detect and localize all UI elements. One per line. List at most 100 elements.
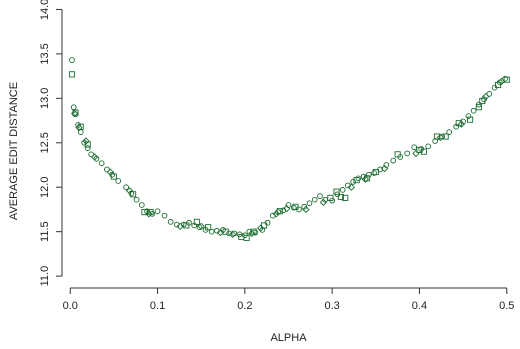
axes (61, 9, 507, 289)
data-point-square (467, 116, 474, 123)
x-tick-label: 0.4 (412, 300, 427, 312)
data-point-diamond (75, 124, 83, 132)
data-point-diamond (145, 210, 153, 218)
data-point-diamond (176, 222, 184, 230)
data-point-diamond (457, 120, 465, 128)
y-tick-label: 14.0 (39, 0, 51, 20)
data-point-circle (252, 229, 259, 236)
data-point-square (243, 234, 250, 241)
data-point-diamond (216, 228, 225, 237)
data-point-square (110, 173, 117, 180)
x-axis-title: ALPHA (270, 332, 307, 344)
data-point-circle (502, 75, 508, 82)
data-point-diamond (106, 168, 115, 176)
data-point-square (420, 148, 427, 155)
data-point-square (130, 191, 137, 198)
data-point-square (503, 76, 510, 83)
x-tick-label: 0.2 (237, 300, 252, 312)
data-point-circle (446, 129, 452, 135)
data-point-circle (84, 145, 91, 151)
data-point-circle (465, 113, 472, 119)
data-point-square (416, 146, 423, 153)
data-point-square (394, 151, 401, 158)
data-point-circle (486, 91, 493, 97)
data-point-diamond (412, 149, 420, 158)
data-point-square (327, 194, 334, 201)
data-point-square (433, 133, 440, 140)
data-point-diamond (283, 204, 291, 213)
data-point-circle (432, 138, 439, 144)
y-tick-label: 12.5 (39, 132, 51, 153)
data-point-square (479, 97, 486, 105)
data-point-circle (339, 187, 346, 193)
data-point-circle (138, 202, 145, 208)
x-tick-label: 0.3 (325, 300, 340, 312)
data-point-diamond (361, 175, 369, 183)
data-point-diamond (497, 77, 506, 86)
data-point-circle (390, 157, 397, 164)
data-point-circle (290, 204, 297, 211)
x-tick-label: 0.1 (150, 300, 165, 312)
x-tick-label: 0.5 (499, 300, 514, 312)
data-point-square (292, 203, 299, 210)
data-point-circle (70, 104, 77, 111)
data-point-circle (167, 219, 174, 225)
data-point-diamond (82, 137, 90, 145)
data-point-square (68, 71, 76, 78)
data-point-diamond (482, 92, 490, 101)
y-axis-title: AVERAGE EDIT DISTANCE (8, 82, 20, 220)
data-point-circle (123, 184, 129, 191)
data-point-diamond (436, 133, 445, 142)
data-point-circle (208, 228, 215, 235)
data-point-square (475, 104, 482, 111)
y-tick-label: 13.0 (39, 88, 51, 109)
data-point-circle (411, 144, 418, 151)
data-point-circle (371, 170, 377, 176)
data-point-square (337, 193, 344, 201)
x-tick-label: 0.0 (63, 300, 78, 312)
data-point-square (342, 194, 349, 201)
data-point-circle (470, 107, 477, 114)
data-point-diamond (228, 230, 237, 238)
data-point-square (205, 224, 212, 231)
data-point-square (333, 188, 340, 195)
data-point-circle (365, 171, 372, 178)
data-point-circle (88, 151, 95, 158)
data-point-circle (154, 208, 161, 215)
data-point-diamond (272, 210, 280, 218)
data-point-circle (115, 178, 122, 184)
data-point-square (193, 218, 200, 225)
data-point-diamond (70, 109, 79, 118)
ticks: 0.0 0.1 0.2 0.3 0.4 0.5 11.0 11.5 12.0 12.5 13.0 13… (39, 0, 514, 312)
data-point-square (353, 177, 360, 184)
data-point-diamond (91, 153, 99, 161)
data-points (68, 57, 510, 241)
data-point-diamond (347, 183, 355, 191)
data-point-diamond (197, 222, 205, 230)
data-point-diamond (256, 224, 265, 232)
data-point-circle (69, 57, 75, 63)
y-tick-label: 11.5 (39, 221, 51, 242)
data-point-square (372, 169, 379, 176)
data-point-diamond (380, 164, 389, 173)
data-point-circle (317, 193, 323, 199)
data-point-diamond (125, 187, 134, 195)
data-point-circle (425, 143, 432, 150)
data-point-square (183, 222, 190, 229)
data-point-circle (306, 200, 313, 207)
y-tick-label: 11.0 (39, 266, 51, 287)
data-point-circle (311, 196, 318, 203)
y-tick-label: 13.5 (39, 43, 51, 64)
data-point-circle (98, 160, 105, 167)
data-point-circle (149, 211, 156, 217)
data-point-square (455, 120, 462, 127)
data-point-diamond (302, 205, 310, 214)
data-point-circle (133, 196, 140, 203)
data-point-diamond (319, 198, 328, 206)
data-point-circle (161, 212, 168, 219)
data-point-circle (404, 150, 411, 157)
data-point-circle (104, 166, 110, 173)
data-point-diamond (248, 229, 256, 238)
data-point-circle (355, 175, 362, 182)
